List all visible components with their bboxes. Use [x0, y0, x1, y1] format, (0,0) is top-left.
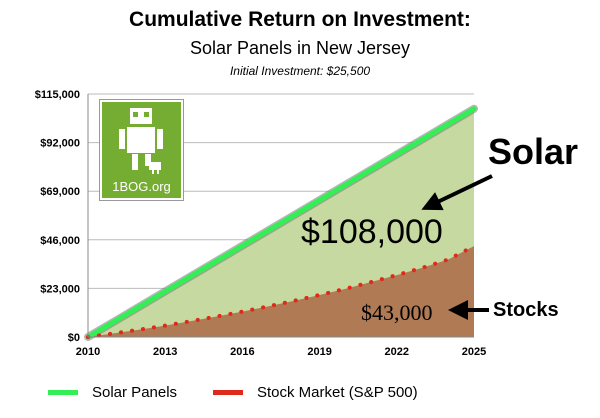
solar-value-label: $108,000	[301, 213, 443, 251]
y-tick-label: $115,000	[35, 89, 80, 101]
logo-text: 1BOG.org	[112, 179, 171, 194]
y-tick-label: $46,000	[40, 235, 80, 247]
solar-annotation-label: Solar	[488, 131, 578, 172]
y-tick-label: $92,000	[40, 138, 80, 150]
legend-label-solar: Solar Panels	[92, 384, 178, 401]
solar-line	[85, 106, 477, 340]
x-tick-label: 2022	[385, 346, 409, 358]
solar-annotation-arrow	[421, 174, 493, 211]
robot-plug-icon	[119, 108, 163, 174]
legend-item-solar: Solar Panels	[48, 384, 177, 401]
x-tick-label: 2025	[462, 346, 486, 358]
stock-area	[88, 246, 474, 337]
chart-subtitle: Solar Panels in New Jersey	[189, 38, 411, 58]
legend-label-stock: Stock Market (S&P 500)	[257, 384, 418, 401]
legend-swatch-solar	[48, 390, 78, 395]
x-tick-label: 2013	[153, 346, 177, 358]
chart-note: Initial Investment: $25,500	[229, 64, 371, 78]
stock-annotation-label: Stocks	[493, 299, 559, 321]
x-tick-label: 2010	[76, 346, 100, 358]
logo-1bog: 1BOG.org	[100, 100, 183, 200]
y-tick-label: $23,000	[40, 283, 80, 295]
stock-line	[86, 244, 476, 339]
legend-swatch-stock	[213, 390, 243, 395]
stock-value-label: $43,000	[361, 300, 433, 325]
legend-item-stock: Stock Market (S&P 500)	[213, 384, 418, 401]
y-tick-label: $0	[68, 332, 80, 344]
x-tick-label: 2019	[307, 346, 331, 358]
chart-title: Cumulative Return on Investment:	[129, 8, 471, 31]
y-tick-label: $69,000	[40, 186, 80, 198]
x-tick-label: 2016	[230, 346, 254, 358]
